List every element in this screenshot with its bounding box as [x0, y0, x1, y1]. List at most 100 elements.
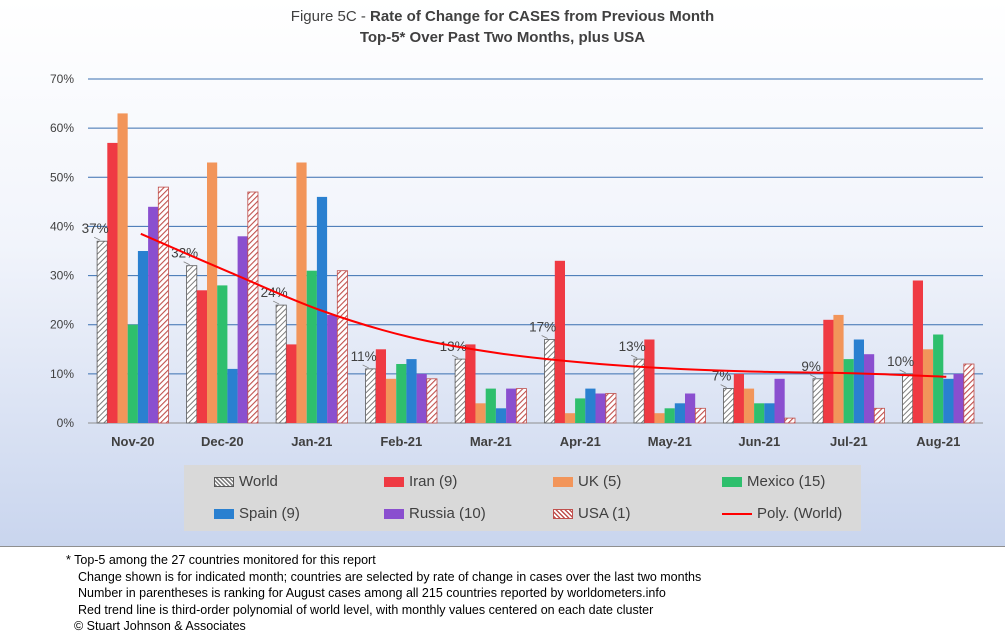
footnote: * Top-5 among the 27 countries monitored…: [66, 553, 376, 567]
bar-uk: [922, 349, 934, 423]
bar-usa: [336, 270, 348, 424]
legend-label: World: [239, 473, 278, 490]
x-tick-label: Mar-21: [470, 434, 512, 449]
bar-usa: [873, 407, 885, 424]
bar-iran: [733, 373, 744, 423]
bar-russia: [774, 378, 785, 423]
bar-world: [633, 358, 645, 424]
bar-spain: [495, 408, 507, 423]
y-tick-label: 30%: [50, 269, 74, 283]
bar-spain: [674, 403, 685, 423]
y-tick-label: 0%: [57, 416, 75, 430]
legend-item-russia: Russia (10): [384, 505, 486, 522]
bar-uk: [743, 388, 755, 423]
legend-label: Russia (10): [409, 505, 486, 522]
legend-swatch: [214, 508, 234, 519]
bar-iran: [823, 319, 834, 423]
bar-uk: [207, 162, 218, 423]
y-axis-ticks: 0% 10% 20% 30% 40% 50% 60% 70%: [50, 72, 74, 430]
leader-line: [809, 374, 817, 379]
legend-swatch: [553, 476, 573, 487]
legend-swatch: [384, 476, 404, 487]
legend-swatch: [384, 508, 404, 519]
chart-plot: 0%10%20%30%40%50%60%70% 37%32%24%11%13%1…: [50, 72, 983, 449]
bar-uk: [117, 113, 128, 424]
bar-world: [723, 388, 735, 424]
y-tick-label: 40%: [50, 219, 74, 233]
world-data-label: 11%: [351, 349, 377, 364]
world-data-label: 37%: [82, 221, 109, 236]
bar-spain: [853, 339, 864, 423]
chart-title: Figure 5C - Rate of Change for CASES fro…: [290, 8, 715, 25]
bar-usa: [963, 363, 975, 424]
y-tick-label: 20%: [50, 318, 74, 332]
bar-spain: [227, 368, 238, 423]
x-tick-label: Nov-20: [111, 434, 154, 449]
legend-swatch: [722, 512, 752, 515]
x-tick-label: Dec-20: [201, 434, 244, 449]
bar-mexico: [754, 403, 765, 423]
bar-world: [365, 368, 377, 424]
trend-line: [140, 232, 947, 378]
trend-line-path: [140, 232, 947, 378]
legend-item-spain: Spain (9): [214, 505, 300, 522]
bar-iran: [286, 344, 297, 423]
bar-mexico: [933, 334, 944, 423]
leader-line: [541, 335, 548, 339]
legend-label: Mexico (15): [747, 473, 826, 490]
bar-russia: [237, 236, 248, 423]
bar-mexico: [127, 324, 138, 423]
world-data-label: 17%: [529, 319, 556, 334]
legend-item-usa: USA (1): [553, 505, 631, 522]
bar-usa: [694, 407, 706, 424]
y-tick-label: 10%: [50, 367, 74, 381]
bar-world: [812, 378, 824, 424]
y-tick-label: 60%: [50, 121, 74, 135]
y-tick-label: 70%: [50, 72, 74, 86]
bar-usa: [605, 393, 617, 424]
leader-line: [899, 369, 906, 374]
chart-subtitle: Top-5* Over Past Two Months, plus USA: [359, 29, 646, 46]
bar-iran: [465, 344, 476, 423]
world-data-label: 7%: [712, 369, 732, 384]
bar-russia: [416, 373, 427, 423]
legend-item-world: World: [214, 473, 278, 490]
leader-line: [451, 354, 459, 359]
legend-swatch: [214, 476, 234, 487]
legend-swatch: [553, 508, 573, 519]
bar-world: [96, 240, 108, 424]
x-tick-label: Apr-21: [560, 434, 601, 449]
bar-usa: [247, 191, 259, 424]
legend-label: Iran (9): [409, 473, 458, 490]
bar-mexico: [485, 388, 496, 423]
bar-uk: [564, 413, 576, 423]
legend: World Iran (9) UK (5) Mexico (15) Spain …: [184, 465, 861, 531]
bar-uk: [296, 162, 307, 423]
bar-mexico: [843, 359, 854, 423]
bar-iran: [912, 280, 923, 423]
bar-usa: [426, 378, 438, 424]
legend-label: Spain (9): [239, 505, 300, 522]
bar-spain: [137, 251, 149, 423]
bar-world: [902, 373, 914, 424]
legend-item-iran: Iran (9): [384, 473, 457, 490]
bar-usa: [515, 388, 527, 424]
bar-mexico: [306, 270, 317, 423]
x-tick-label: Jun-21: [738, 434, 780, 449]
bar-spain: [406, 359, 417, 423]
bar-russia: [148, 206, 159, 423]
x-tick-label: May-21: [648, 434, 692, 449]
bar-russia: [685, 393, 696, 423]
x-tick-label: Feb-21: [380, 434, 422, 449]
bar-mexico: [396, 364, 407, 423]
bar-world: [544, 339, 556, 424]
bar-mexico: [664, 408, 675, 423]
bar-usa: [784, 417, 796, 424]
bar-mexico: [217, 285, 228, 423]
leader-line: [93, 236, 101, 241]
x-tick-label: Jan-21: [291, 434, 332, 449]
footnote: Red trend line is third-order polynomial…: [78, 602, 654, 617]
bar-spain: [943, 378, 954, 423]
bar-uk: [475, 403, 486, 423]
footnote: Number in parentheses is ranking for Aug…: [78, 586, 666, 600]
